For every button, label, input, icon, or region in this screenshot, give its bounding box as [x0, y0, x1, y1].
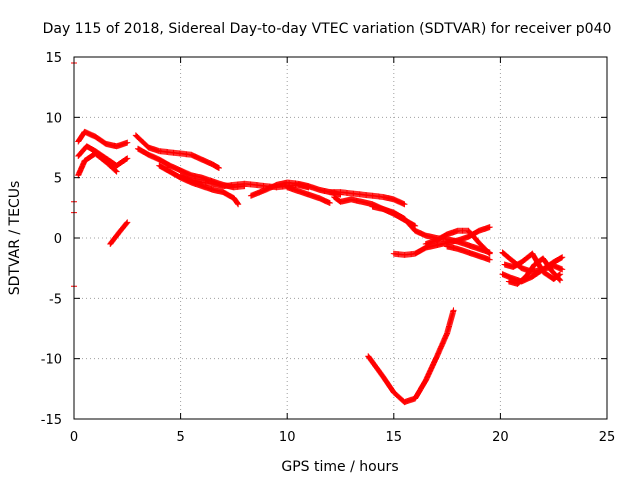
series-arc-15 — [390, 224, 493, 258]
data-points — [444, 243, 493, 263]
data-points — [75, 128, 131, 150]
series-arc-11 — [326, 189, 408, 208]
x-tick-label: 15 — [386, 430, 403, 445]
y-tick-label: 5 — [54, 172, 62, 187]
series-arc-21 — [505, 255, 564, 287]
data-points — [284, 184, 333, 207]
series-arc-4 — [107, 219, 131, 248]
y-tick-label: 0 — [54, 232, 62, 247]
x-tick-label: 25 — [599, 430, 616, 445]
series-arc-5 — [132, 132, 222, 172]
data-points — [107, 219, 131, 248]
y-axis-label: SDTVAR / TECUs — [7, 181, 23, 296]
x-tick-label: 20 — [492, 430, 509, 445]
series-arc-1 — [75, 128, 131, 150]
data-points — [390, 224, 493, 258]
x-tick-label: 5 — [176, 430, 184, 445]
y-tick-label: -5 — [49, 292, 62, 307]
data-points — [326, 189, 408, 208]
y-tick-label: -15 — [41, 413, 62, 428]
series-arc-10 — [284, 184, 333, 207]
y-tick-label: -10 — [41, 353, 62, 368]
series-arc-16 — [444, 243, 493, 263]
data-points — [132, 132, 222, 172]
series-arc-12 — [331, 193, 419, 229]
axis-ticks: 0 5 10 15 20 25 -15 -10 -5 0 5 10 15 — [41, 51, 616, 445]
series-arc-3 — [75, 150, 120, 179]
data-markers — [71, 62, 566, 406]
y-tick-label: 15 — [45, 51, 62, 66]
y-tick-label: 10 — [45, 111, 62, 126]
chart-title: Day 115 of 2018, Sidereal Day-to-day VTE… — [43, 21, 612, 37]
grid-lines — [74, 57, 607, 419]
series-arc-17 — [365, 307, 457, 406]
plot-frame — [73, 56, 608, 420]
x-tick-label: 10 — [279, 430, 296, 445]
x-axis-label: GPS time / hours — [281, 459, 398, 475]
data-points — [365, 307, 457, 406]
data-points — [331, 193, 419, 229]
data-points — [75, 150, 120, 179]
data-points — [505, 255, 564, 287]
x-tick-label: 0 — [70, 430, 78, 445]
